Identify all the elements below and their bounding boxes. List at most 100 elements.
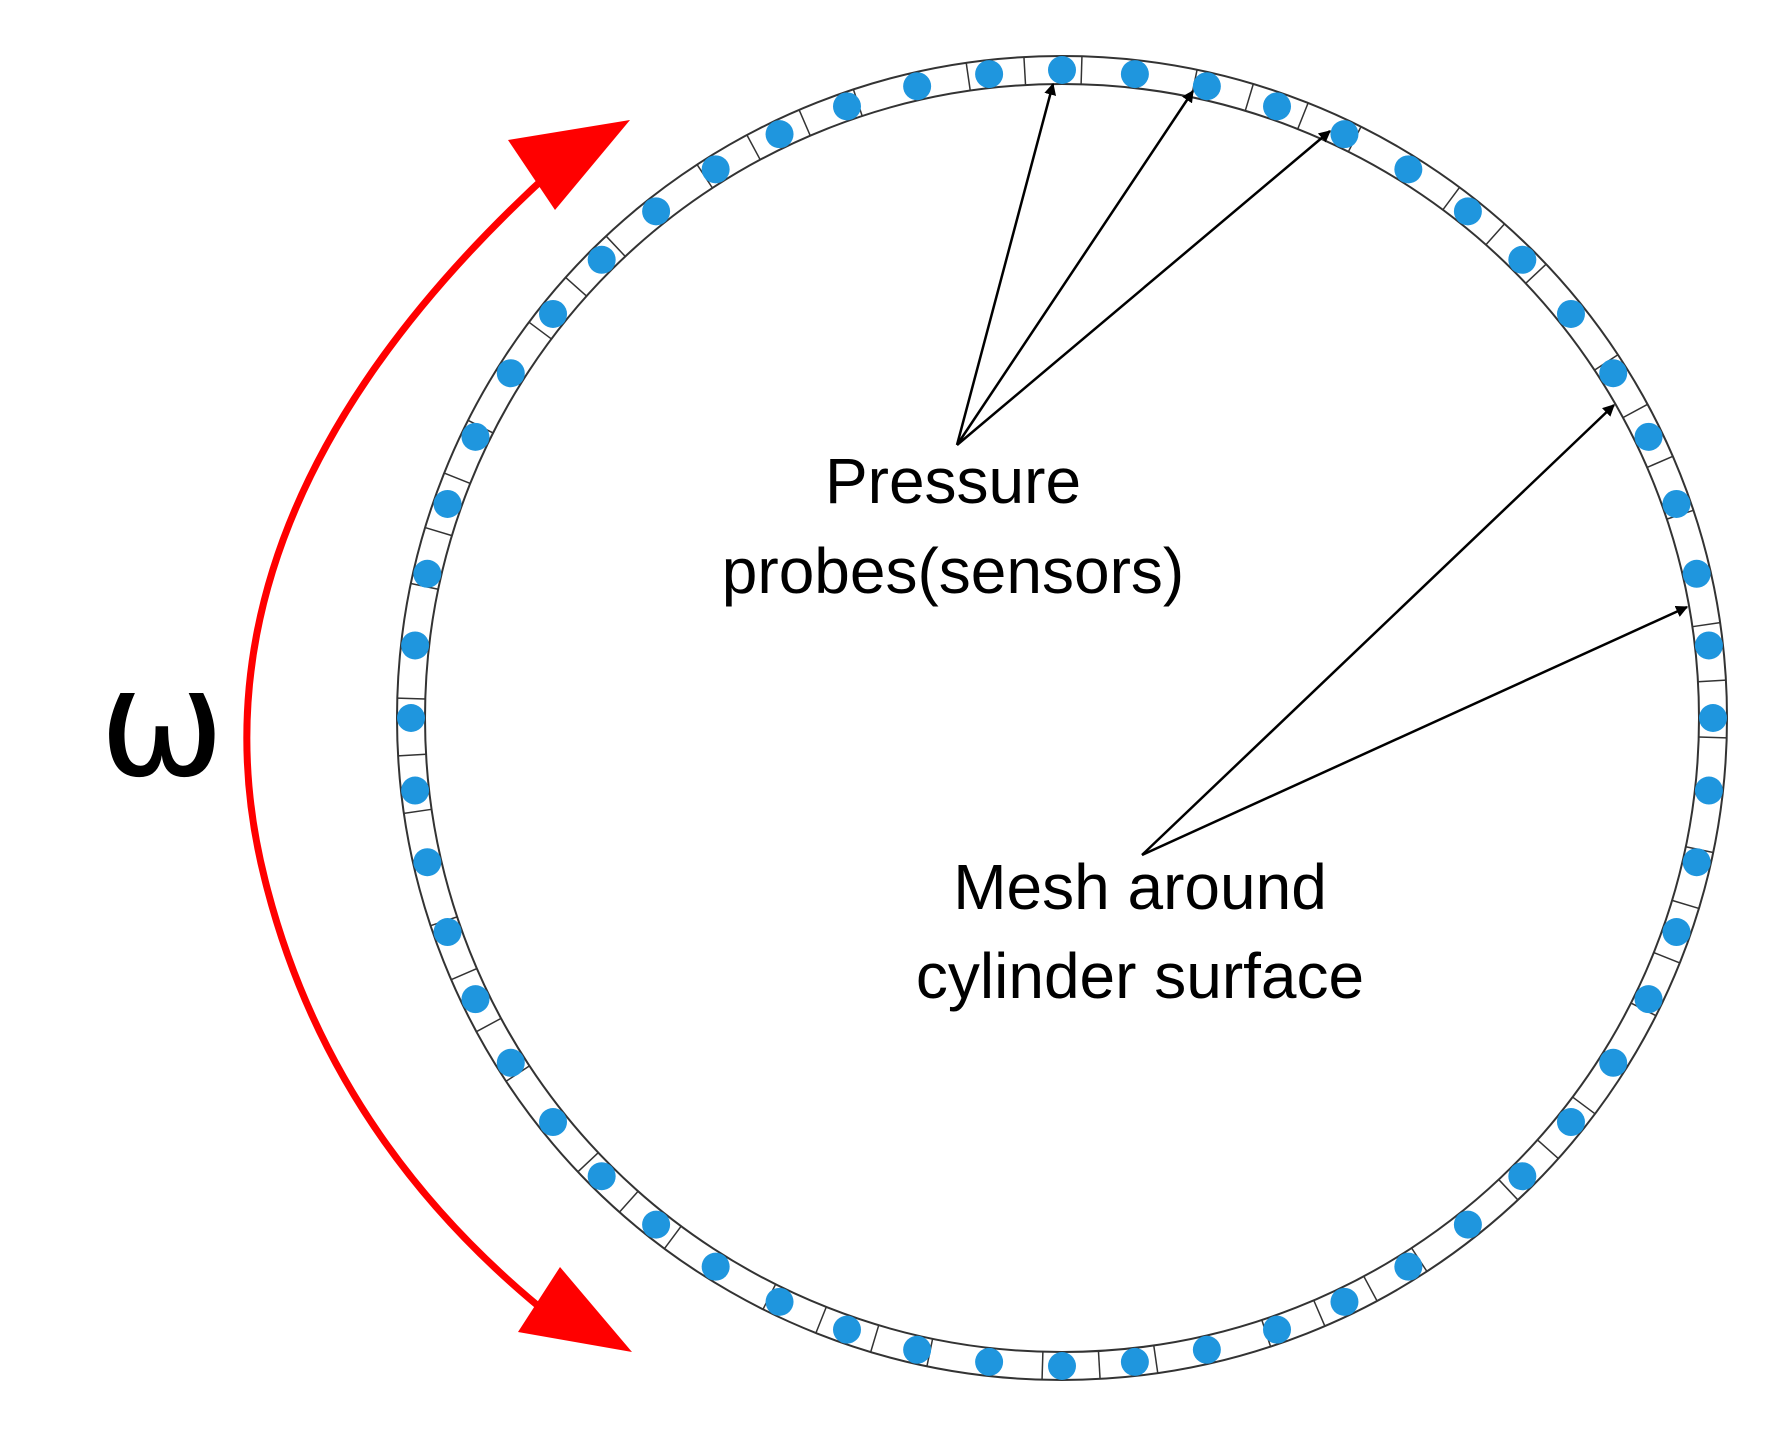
pressure-probe	[1556, 299, 1585, 328]
pressure-probes	[397, 56, 1727, 1380]
pressure-probe	[1682, 848, 1711, 877]
pressure-probe	[903, 1335, 932, 1364]
pressure-probe	[1634, 985, 1663, 1014]
pressure-probe	[1634, 422, 1663, 451]
pressure-probe	[496, 359, 525, 388]
mesh-cell-divider	[476, 1017, 502, 1033]
mesh-cell-divider	[815, 1306, 827, 1334]
pressure-probe	[1682, 559, 1711, 588]
mesh-cell-divider	[798, 109, 811, 136]
mesh-cell-divider	[577, 1152, 599, 1173]
mesh-cell-divider	[1498, 1179, 1519, 1201]
pressure-probe	[1394, 1252, 1423, 1281]
rotation-arrow	[243, 120, 632, 1352]
mesh-cell-divider	[1244, 83, 1255, 112]
pressure-probe	[1263, 92, 1292, 121]
mesh-cell-divider	[1313, 1300, 1326, 1327]
mesh-cell-divider	[450, 967, 478, 981]
mesh-label-line2: cylinder surface	[916, 940, 1364, 1012]
mesh-cell-divider	[1297, 102, 1309, 130]
probe-pointer-2	[955, 90, 1195, 446]
mesh-cell-divider	[1697, 679, 1726, 683]
pressure-probe	[765, 120, 794, 149]
pressure-probe	[461, 985, 490, 1014]
mesh-cell-divider	[1080, 56, 1083, 85]
rotation-arrowhead-bottom	[518, 1267, 632, 1352]
mesh-cell-divider	[398, 753, 427, 757]
pressure-probe	[1508, 1162, 1537, 1191]
mesh-cell-divider	[1698, 736, 1727, 739]
pressure-probe	[1120, 60, 1149, 89]
mesh-inner-boundary	[424, 83, 1700, 1353]
mesh-cell-divider	[1023, 57, 1027, 86]
pressure-probes-label-line2: probes(sensors)	[722, 535, 1184, 607]
pressure-probe	[539, 299, 568, 328]
mesh-cell-divider	[1572, 1096, 1596, 1115]
pressure-probe	[1330, 120, 1359, 149]
pressure-probe	[642, 197, 671, 226]
pressure-probe	[1662, 918, 1691, 947]
pressure-probe	[413, 559, 442, 588]
pressure-probe	[413, 848, 442, 877]
pressure-probes-label-line1: Pressure	[825, 445, 1081, 517]
pressure-probe	[1694, 776, 1723, 805]
pressure-probe	[587, 1162, 616, 1191]
pressure-probe	[1599, 359, 1628, 388]
pressure-probe	[1048, 56, 1076, 84]
pressure-probe	[1556, 1108, 1585, 1137]
pressure-probe	[461, 422, 490, 451]
mesh-cell-divider	[618, 1190, 639, 1213]
mesh-cell-divider	[443, 472, 471, 485]
pressure-probe	[401, 631, 430, 660]
mesh-cell-divider	[1653, 951, 1681, 964]
mesh-cell-divider	[1646, 455, 1674, 469]
pressure-probe	[1330, 1287, 1359, 1316]
pressure-probe	[1453, 197, 1482, 226]
pressure-probe	[587, 245, 616, 274]
pressure-probe	[1263, 1315, 1292, 1344]
pressure-probe	[1453, 1210, 1482, 1239]
pressure-probe	[832, 92, 861, 121]
mesh-cell-divider	[605, 235, 626, 257]
probe-pointer-3	[956, 130, 1331, 446]
pressure-probe	[642, 1210, 671, 1239]
mesh-pointer-1	[1141, 404, 1615, 856]
mesh-cell-divider	[1485, 223, 1506, 246]
rotation-arc	[243, 165, 558, 1321]
mesh-cell-divider	[1041, 1351, 1044, 1380]
mesh-cell-divider	[869, 1324, 880, 1353]
mesh-cell-divider	[397, 697, 426, 700]
pressure-probe	[1192, 72, 1221, 101]
pressure-probe	[433, 489, 462, 518]
omega-symbol: ω	[99, 637, 225, 811]
mesh-cell-divider	[1363, 1275, 1378, 1302]
pressure-probe	[975, 1347, 1004, 1376]
pressure-probe	[701, 1252, 730, 1281]
probe-pointer-1	[955, 82, 1057, 446]
pressure-probe	[1120, 1347, 1149, 1376]
mesh-cell-divider	[1622, 403, 1648, 419]
pressure-probe	[1599, 1048, 1628, 1077]
mesh-label-line1: Mesh around	[953, 851, 1327, 923]
pressure-probe	[975, 60, 1004, 89]
pressure-probe	[1192, 1335, 1221, 1364]
mesh-cell-divider	[1153, 1345, 1159, 1374]
mesh-cell-divider	[528, 321, 552, 340]
pressure-probe	[1699, 704, 1727, 732]
mesh-cell-divider	[965, 62, 971, 91]
pressure-probe	[1508, 245, 1537, 274]
mesh-cell-divider	[1442, 186, 1461, 211]
rotation-arrowhead-top	[508, 120, 630, 210]
pressure-probe	[433, 918, 462, 947]
pressure-probe	[832, 1315, 861, 1344]
pressure-probe	[401, 776, 430, 805]
mesh-cell-divider	[424, 526, 453, 537]
mesh-cell-divider	[403, 808, 432, 815]
mesh-pointer-2	[1141, 605, 1689, 857]
mesh-cell-divider	[1671, 899, 1700, 910]
mesh-cell-divider	[1692, 621, 1721, 628]
mesh-pointers	[1141, 404, 1689, 857]
pressure-probe	[397, 704, 425, 732]
mesh-cell-divider	[565, 276, 588, 297]
